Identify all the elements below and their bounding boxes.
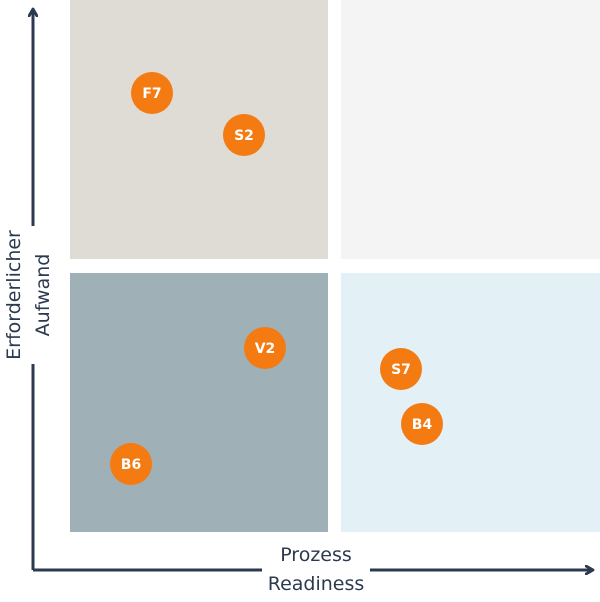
item-marker-label: S7 <box>391 362 411 378</box>
item-marker-s7: S7 <box>380 348 422 390</box>
item-marker-dot <box>380 348 422 390</box>
item-marker-b6: B6 <box>110 443 152 485</box>
quadrant-top-right <box>341 0 600 259</box>
item-marker-v2: V2 <box>244 327 286 369</box>
quadrant-bottom-left <box>70 273 328 532</box>
item-marker-dot <box>131 72 173 114</box>
y-axis-label-line-1: Erforderlicher <box>3 230 25 360</box>
item-marker-dot <box>110 443 152 485</box>
y-axis-label-line-2: Aufwand <box>32 253 54 337</box>
item-marker-dot <box>223 114 265 156</box>
item-marker-b4: B4 <box>401 403 443 445</box>
item-marker-label: B4 <box>412 417 433 433</box>
item-marker-label: F7 <box>142 86 161 102</box>
y-axis-label: Erforderlicher Aufwand <box>0 226 66 364</box>
quadrant-top-left <box>70 0 328 259</box>
item-marker-dot <box>244 327 286 369</box>
item-marker-f7: F7 <box>131 72 173 114</box>
item-marker-label: S2 <box>234 128 254 144</box>
x-axis-label: Prozess Readiness <box>262 541 370 599</box>
item-marker-label: B6 <box>121 457 141 473</box>
item-markers: F7 S2 V2 B6 S7 B4 <box>110 72 443 485</box>
item-marker-s2: S2 <box>223 114 265 156</box>
quadrant-bottom-right <box>341 273 600 532</box>
item-marker-dot <box>401 403 443 445</box>
item-marker-label: V2 <box>255 341 276 357</box>
x-axis-label-line-2: Readiness <box>267 573 365 595</box>
x-axis-label-line-1: Prozess <box>280 544 352 566</box>
